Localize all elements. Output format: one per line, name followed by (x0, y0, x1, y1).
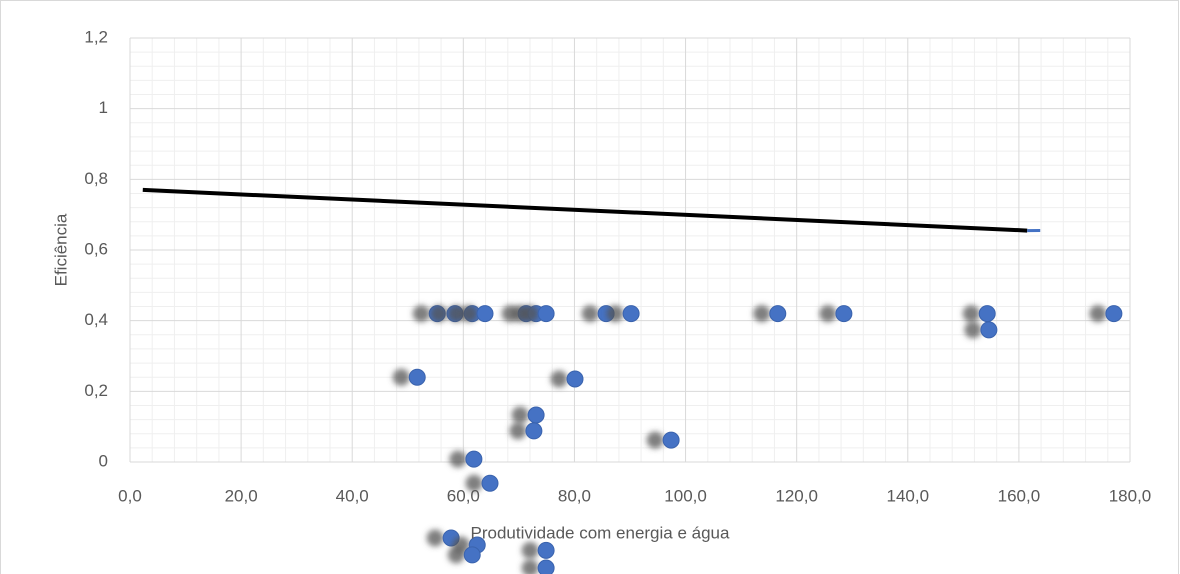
point (622, 305, 640, 323)
x-axis-title: Produtividade com energia e água (471, 523, 730, 542)
y-axis-title: Eficiência (51, 213, 70, 286)
point (537, 559, 555, 574)
point (566, 370, 584, 388)
point (481, 474, 499, 492)
point (1105, 305, 1123, 323)
x-tick-label: 80,0 (558, 486, 591, 505)
x-tick-label: 60,0 (447, 486, 480, 505)
y-tick-label: 0,8 (84, 169, 108, 188)
point (446, 305, 464, 323)
point (527, 406, 545, 424)
point (537, 305, 555, 323)
x-tick-label: 0,0 (118, 486, 142, 505)
point (597, 305, 615, 323)
x-tick-label: 140,0 (887, 486, 930, 505)
point (662, 431, 680, 449)
point (525, 422, 543, 440)
point (476, 305, 494, 323)
point (978, 305, 996, 323)
y-tick-label: 0,6 (84, 239, 108, 258)
y-tick-label: 1 (99, 98, 108, 117)
point (465, 450, 483, 468)
point (769, 305, 787, 323)
y-tick-label: 0,4 (84, 310, 108, 329)
x-tick-label: 180,0 (1109, 486, 1152, 505)
x-tick-label: 20,0 (225, 486, 258, 505)
x-tick-label: 100,0 (664, 486, 707, 505)
point (442, 529, 460, 547)
y-tick-label: 1,2 (84, 27, 108, 46)
x-tick-label: 160,0 (998, 486, 1041, 505)
x-tick-label: 120,0 (775, 486, 818, 505)
point (408, 368, 426, 386)
y-tick-label: 0,2 (84, 381, 108, 400)
y-tick-label: 0 (99, 451, 108, 470)
trendline (142, 187, 1028, 233)
point (428, 305, 446, 323)
point (835, 305, 853, 323)
point (980, 321, 998, 339)
point (463, 546, 481, 564)
x-tick-label: 40,0 (336, 486, 369, 505)
point (537, 541, 555, 559)
